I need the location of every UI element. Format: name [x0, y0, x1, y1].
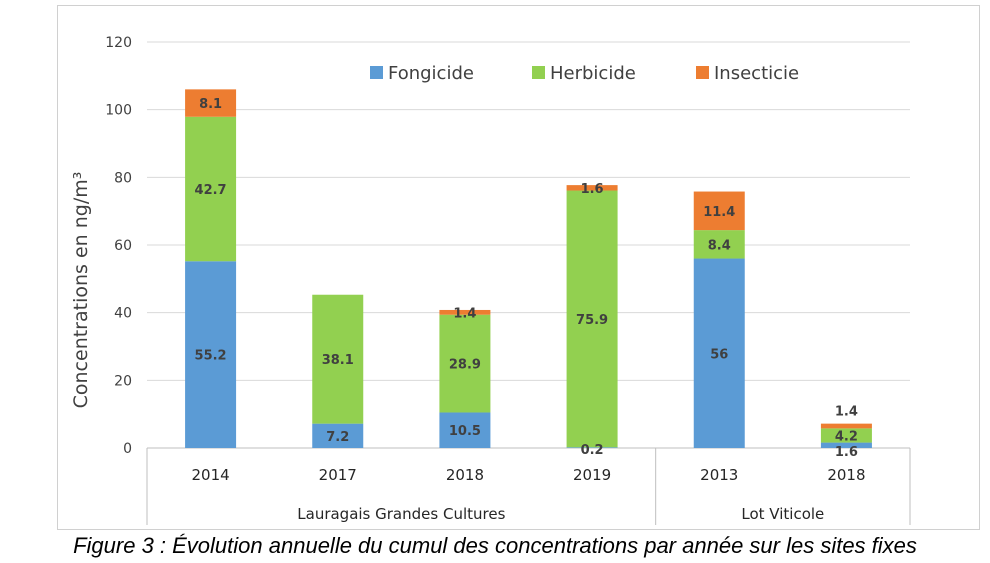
- y-tick-label: 60: [114, 238, 132, 254]
- bar-segment: [185, 89, 237, 117]
- data-label: 10.5: [449, 424, 481, 439]
- data-label: 56: [710, 347, 728, 362]
- bar-segment: [693, 230, 745, 259]
- figure-caption: Figure 3 : Évolution annuelle du cumul d…: [73, 533, 917, 558]
- bar-segment: [312, 423, 364, 448]
- data-label: 75.9: [576, 313, 608, 328]
- bar-segment: [185, 116, 237, 262]
- y-tick-label: 80: [114, 170, 132, 186]
- data-label: 1.6: [835, 445, 858, 460]
- legend-swatch: [696, 66, 709, 79]
- bar-segment: [566, 185, 618, 191]
- group-label: Lot Viticole: [741, 505, 824, 523]
- legend-swatch: [532, 66, 545, 79]
- data-label: 8.4: [708, 238, 731, 253]
- bar-segment: [439, 309, 491, 315]
- bar-segment: [693, 258, 745, 448]
- bar-segment: [185, 261, 237, 448]
- bar-segment: [439, 314, 491, 413]
- group-label: Lauragais Grandes Cultures: [297, 505, 505, 523]
- data-label: 4.2: [835, 429, 858, 444]
- bar-segment: [820, 442, 872, 448]
- x-tick-label: 2019: [573, 466, 611, 484]
- x-tick-label: 2018: [446, 466, 484, 484]
- legend-label: Fongicide: [388, 63, 474, 84]
- stacked-bar-chart: 0 20 40 60 80 100 120 Concentrations en ng/m³ 55…: [70, 35, 911, 525]
- bar-segment: [439, 412, 491, 448]
- data-label: 11.4: [703, 205, 735, 220]
- legend-swatch: [370, 66, 383, 79]
- data-label: 1.4: [453, 306, 476, 321]
- bar-segment: [566, 447, 618, 448]
- data-label: 28.9: [449, 358, 481, 373]
- x-tick-label: 2017: [319, 466, 357, 484]
- x-tick-label: 2018: [827, 466, 865, 484]
- bar-segment: [566, 190, 618, 448]
- data-label: 38.1: [322, 353, 354, 368]
- data-label: 55.2: [195, 349, 227, 364]
- data-label: 1.4: [835, 405, 858, 420]
- y-tick-label: 20: [114, 373, 132, 389]
- data-label: 0.2: [581, 443, 604, 458]
- bar-segment: [820, 423, 872, 429]
- bar-segment: [312, 294, 364, 424]
- legend-label: Insecticie: [714, 63, 799, 84]
- data-label: 8.1: [199, 97, 222, 112]
- bar-segment: [693, 191, 745, 231]
- x-tick-label: 2014: [191, 466, 229, 484]
- y-tick-label: 100: [105, 103, 132, 119]
- data-label: 1.6: [581, 182, 604, 197]
- x-tick-label: 2013: [700, 466, 738, 484]
- y-tick-label: 0: [123, 441, 132, 457]
- y-tick-label: 120: [105, 35, 132, 51]
- data-label: 42.7: [195, 183, 227, 198]
- data-label: 7.2: [326, 430, 349, 445]
- y-axis-label: Concentrations en ng/m³: [70, 172, 92, 409]
- y-tick-label: 40: [114, 306, 132, 322]
- bar-segment: [820, 428, 872, 443]
- legend-label: Herbicide: [550, 63, 636, 84]
